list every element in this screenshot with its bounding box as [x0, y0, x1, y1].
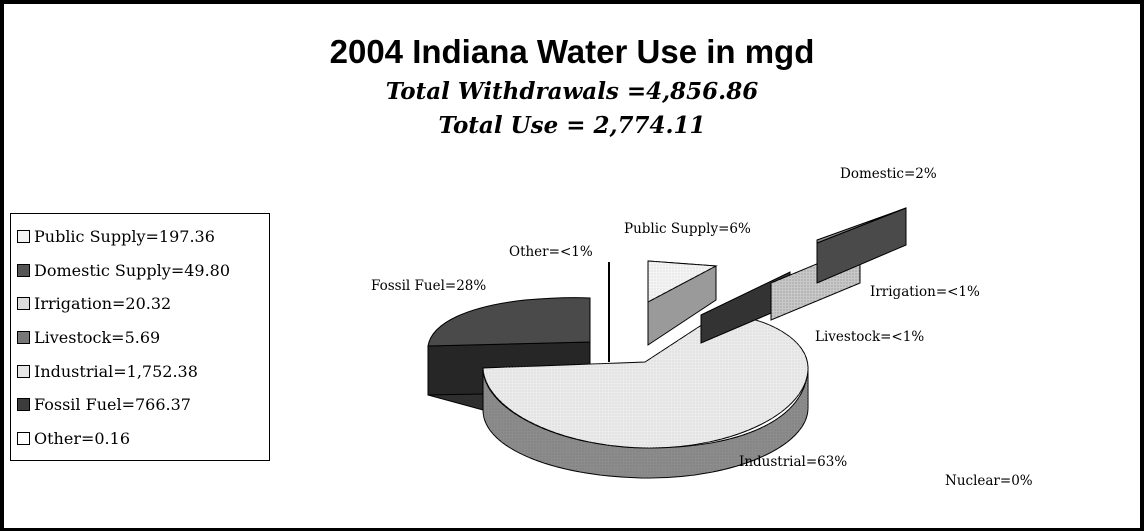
chart-legend: Public Supply=197.36 Domestic Supply=49.…: [10, 213, 270, 461]
legend-entry-industrial: Industrial=1,752.38: [17, 354, 269, 388]
legend-swatch: [17, 230, 30, 244]
chart-title: 2004 Indiana Water Use in mgd: [329, 33, 815, 70]
label-irrigation: Irrigation=<1%: [870, 284, 980, 300]
chart-subtitle-total-use: Total Use = 2,774.11: [438, 112, 706, 139]
label-nuclear: Nuclear=0%: [945, 473, 1033, 489]
legend-label: Industrial=1,752.38: [34, 361, 198, 381]
slice-public-supply: [647, 260, 718, 346]
legend-entry-irrigation: Irrigation=20.32: [17, 287, 269, 321]
legend-label: Other=0.16: [34, 428, 130, 448]
label-industrial: Industrial=63%: [739, 454, 847, 470]
legend-label: Fossil Fuel=766.37: [34, 395, 191, 415]
legend-swatch: [17, 364, 30, 378]
label-other: Other=<1%: [509, 244, 593, 260]
legend-label: Public Supply=197.36: [34, 227, 215, 247]
chart-subtitle-withdrawals: Total Withdrawals =4,856.86: [385, 78, 759, 105]
legend-swatch: [17, 398, 30, 412]
label-fossil-fuel: Fossil Fuel=28%: [371, 278, 486, 294]
legend-swatch: [17, 297, 30, 311]
slice-industrial: [482, 312, 809, 479]
legend-label: Domestic Supply=49.80: [34, 260, 231, 280]
legend-entry-livestock: Livestock=5.69: [17, 321, 269, 355]
legend-swatch: [17, 331, 30, 345]
slice-domestic: [816, 207, 907, 284]
legend-label: Livestock=5.69: [34, 328, 161, 348]
label-domestic: Domestic=2%: [840, 166, 937, 182]
legend-entry-other: Other=0.16: [17, 422, 269, 456]
label-public-supply: Public Supply=6%: [624, 221, 751, 237]
legend-entry-public-supply: Public Supply=197.36: [17, 220, 269, 254]
legend-entry-domestic-supply: Domestic Supply=49.80: [17, 254, 269, 288]
legend-swatch: [17, 431, 30, 445]
legend-swatch: [17, 263, 30, 277]
label-livestock: Livestock=<1%: [815, 329, 924, 345]
legend-entry-fossil-fuel: Fossil Fuel=766.37: [17, 388, 269, 422]
legend-label: Irrigation=20.32: [34, 294, 172, 314]
